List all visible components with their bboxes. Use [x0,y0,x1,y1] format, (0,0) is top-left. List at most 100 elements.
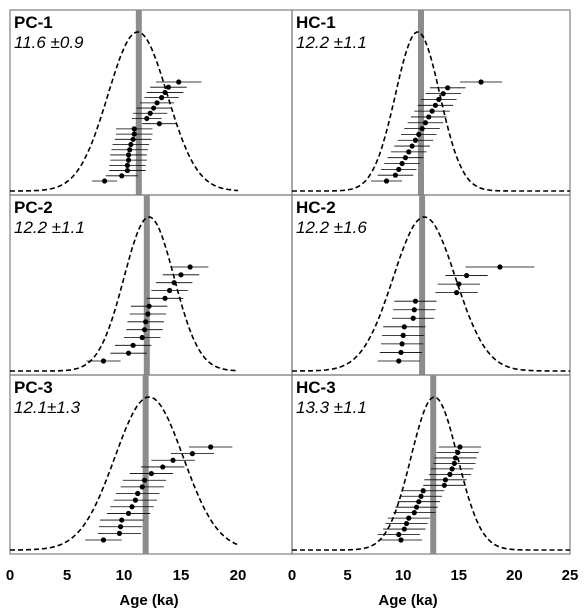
data-point [125,157,132,163]
data-point [100,358,107,364]
data-point [445,85,451,91]
probability-curve [10,216,239,372]
tick-label: 0 [6,567,14,584]
data-point [154,100,160,106]
tick-label: 15 [450,567,467,584]
panel-hc-1: HC-112.2 ±1.1 [291,9,571,196]
data-point [132,497,138,503]
data-point [119,173,125,179]
data-point [441,482,447,488]
data-point [411,510,417,516]
panel-name: HC-2 [296,198,336,217]
tick-label: 5 [343,567,351,584]
probability-curve [292,31,570,192]
data-point [141,477,148,483]
panel-pc-2: PC-212.2 ±1.1 [9,194,293,376]
data-point [429,108,435,114]
data-point [455,449,461,456]
data-point [416,131,422,138]
data-point [151,105,157,111]
data-point [162,295,168,301]
data-point [187,264,193,270]
data-point [396,358,402,364]
tick-label: 5 [63,567,71,584]
data-point [400,332,406,338]
data-point [392,172,399,178]
data-point [144,115,150,122]
data-point [406,149,412,155]
data-point [497,264,503,270]
panel-pc-3: PC-312.1±1.3 [9,374,293,555]
data-point [409,143,415,149]
left-axis-label: Age (ka) [119,592,178,609]
data-point [401,526,407,532]
data-point [159,95,165,101]
data-point [170,457,176,463]
panel-stat: 12.2 ±1.1 [14,218,85,237]
data-point [124,167,131,174]
data-point [167,287,173,294]
data-point [422,120,429,126]
data-point [420,488,426,494]
data-point [398,349,404,356]
left-x-axis: Age (ka) 0 5 10 15 20 [6,567,247,609]
tick-label: 10 [395,567,412,584]
data-point [117,524,124,530]
data-point [127,147,133,153]
data-point [135,490,141,497]
panel-pc-1: PC-111.6 ±0.9 [9,9,293,196]
data-point [451,460,457,467]
panel-stat: 13.3 ±1.1 [296,398,367,417]
panels: PC-111.6 ±0.9HC-112.2 ±1.1PC-212.2 ±1.1H… [9,9,571,555]
data-point [413,504,420,510]
data-point [396,531,402,538]
data-point [176,79,182,85]
data-point [399,160,405,167]
data-point [178,272,184,278]
data-point [125,152,132,158]
data-point [128,141,134,148]
data-point [383,178,390,184]
right-axis-label: Age (ka) [378,592,437,609]
data-point [139,484,145,490]
data-point [125,510,132,517]
tick-label: 15 [173,567,190,584]
data-point [146,303,152,309]
data-point [402,155,409,161]
data-point [102,178,108,184]
tick-label: 0 [288,567,296,584]
data-point [456,281,462,287]
data-point [449,466,455,472]
data-point [411,307,417,313]
data-point [406,515,412,521]
panel-name: PC-1 [14,13,53,32]
data-point [147,110,153,116]
panel-stat: 12.2 ±1.6 [296,218,367,237]
panel-name: HC-3 [296,378,336,397]
data-point [145,311,151,317]
data-point [457,444,463,450]
probability-curve [10,31,239,192]
data-point [129,504,135,510]
probability-curve [292,216,570,372]
data-point [131,126,137,132]
data-point [160,464,166,470]
panel-stat: 12.1±1.3 [14,398,81,417]
data-point [436,96,442,103]
data-point [396,166,402,172]
data-point [426,114,432,120]
panel-name: PC-2 [14,198,53,217]
tick-label: 20 [230,567,247,584]
data-point [125,350,132,356]
data-point [131,131,137,137]
data-point [156,121,162,127]
data-point [453,290,460,296]
tick-label: 25 [562,567,579,584]
data-point [416,499,422,505]
data-point [141,327,148,333]
data-point [410,315,416,321]
data-point [162,89,168,96]
data-point [148,470,154,477]
data-point [432,102,439,108]
